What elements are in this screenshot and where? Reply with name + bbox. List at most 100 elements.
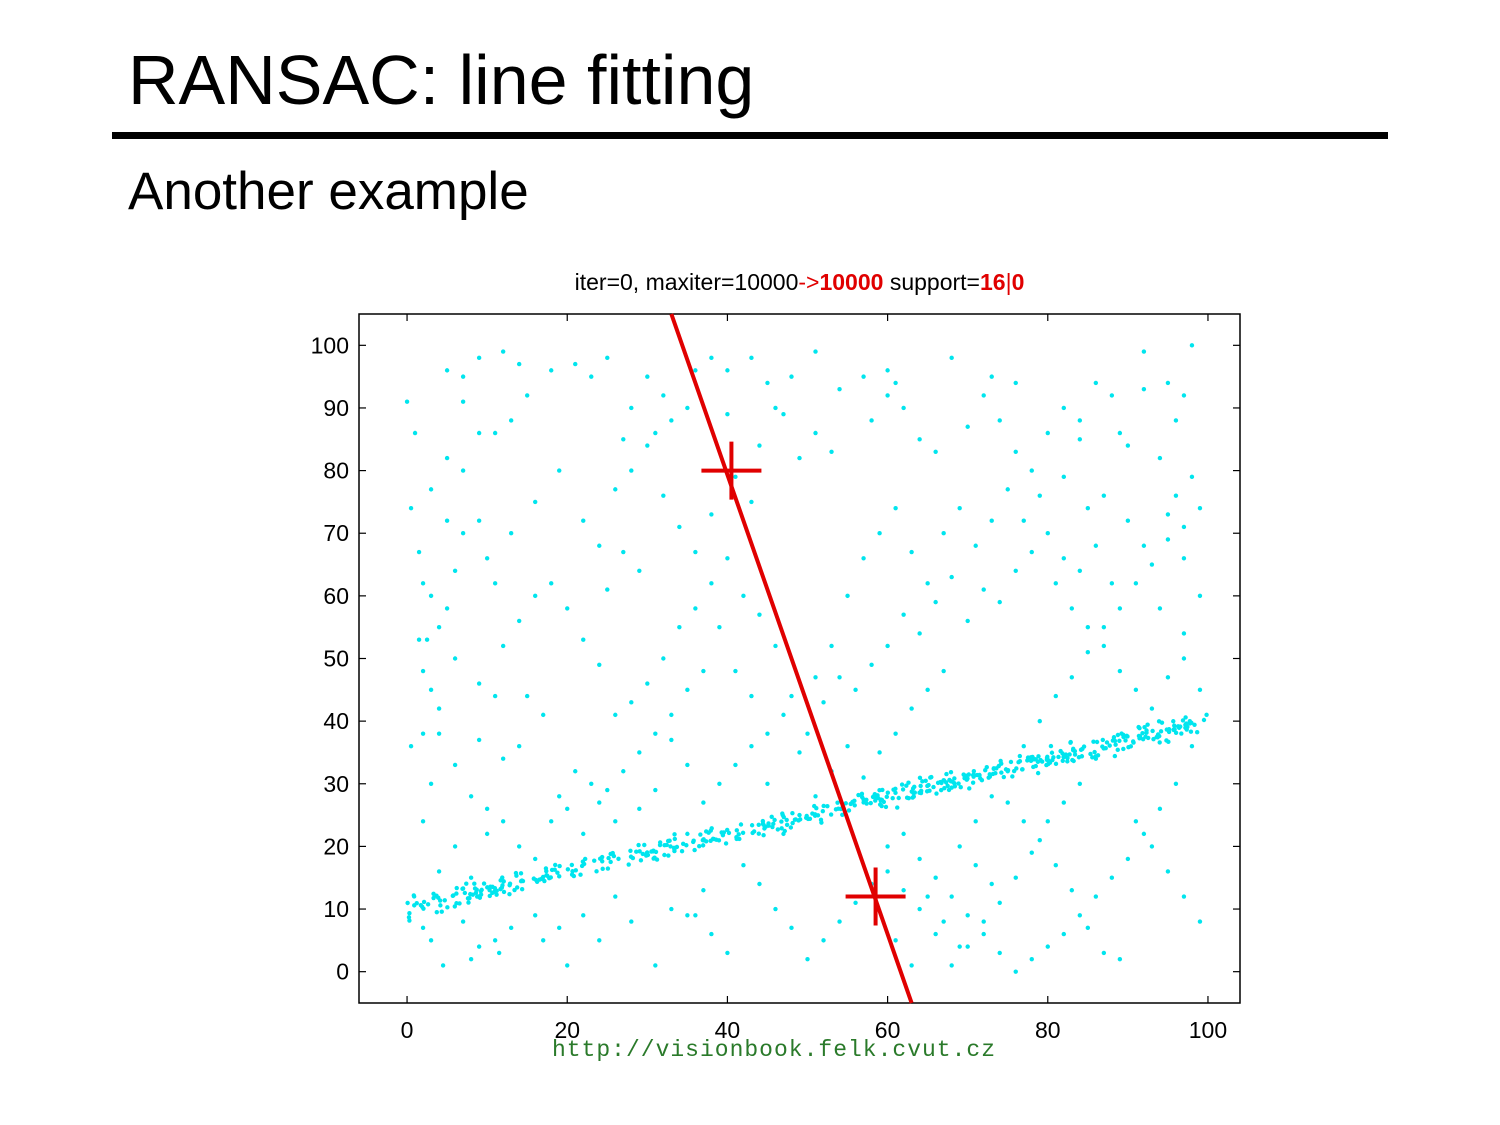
inlier-point: [543, 866, 549, 871]
outlier-point: [893, 380, 898, 386]
inlier-point: [814, 806, 819, 811]
inlier-point: [766, 823, 771, 828]
inlier-point: [1123, 738, 1128, 743]
y-tick-label: 60: [323, 583, 349, 609]
inlier-point: [946, 787, 952, 793]
outlier-point: [1197, 919, 1203, 924]
outlier-point: [653, 430, 658, 436]
inlier-point: [1172, 723, 1177, 728]
inlier-point: [840, 812, 845, 817]
outlier-point: [957, 505, 962, 511]
outlier-point: [476, 518, 482, 523]
inlier-point: [1008, 759, 1014, 765]
outlier-point: [973, 819, 978, 824]
inlier-point: [885, 790, 891, 795]
outlier-point: [837, 386, 842, 392]
inlier-point: [1063, 752, 1069, 757]
outlier-point: [1197, 505, 1203, 511]
y-tick-label: 50: [323, 646, 349, 672]
inlier-point: [467, 896, 472, 901]
outlier-point: [1085, 505, 1091, 511]
outlier-point: [452, 762, 458, 768]
inlier-point: [700, 838, 706, 843]
outlier-point: [1093, 380, 1099, 386]
inlier-point: [750, 830, 755, 836]
inlier-point: [472, 881, 477, 886]
inlier-point: [431, 891, 436, 896]
outlier-point: [428, 593, 434, 599]
inlier-point: [900, 787, 906, 792]
inlier-point: [1071, 758, 1076, 764]
inlier-point: [934, 791, 939, 796]
inlier-point: [952, 776, 957, 781]
inlier-point: [896, 795, 901, 801]
inlier-point: [581, 861, 587, 867]
inlier-point: [740, 830, 746, 835]
inlier-point: [904, 795, 910, 800]
inlier-point: [781, 814, 786, 820]
outlier-point: [901, 888, 906, 893]
inlier-point: [948, 779, 954, 784]
inlier-point: [1078, 747, 1084, 753]
outlier-point: [989, 518, 994, 523]
outlier-point: [933, 931, 938, 937]
inlier-point: [938, 779, 943, 785]
outlier-point: [1069, 606, 1075, 611]
chart-title-part: support=: [883, 269, 980, 295]
inlier-point: [597, 856, 603, 861]
y-tick-label: 90: [323, 395, 349, 421]
outlier-point: [1149, 706, 1155, 711]
inlier-point: [1090, 755, 1095, 760]
inlier-point: [818, 817, 824, 823]
inlier-point: [565, 867, 571, 872]
inlier-point: [481, 881, 487, 886]
outlier-point: [909, 549, 914, 555]
outlier-point: [989, 794, 994, 799]
inlier-point: [412, 903, 417, 908]
outlier-point: [428, 938, 434, 943]
outlier-point: [1037, 493, 1042, 498]
outlier-point: [484, 806, 490, 812]
inlier-point: [820, 808, 826, 814]
outlier-point: [957, 844, 962, 849]
inlier-point: [519, 887, 525, 892]
inlier-point: [899, 782, 905, 787]
inlier-point: [723, 841, 729, 846]
inlier-point: [1017, 753, 1023, 759]
inlier-point: [666, 853, 671, 858]
inlier-point: [534, 879, 540, 885]
outlier-point: [949, 355, 954, 361]
outlier-point: [444, 368, 450, 373]
outlier-point: [468, 875, 474, 880]
outlier-point: [444, 518, 450, 523]
outlier-point: [444, 455, 450, 461]
inlier-point: [967, 786, 972, 791]
inlier-point: [418, 903, 424, 908]
inlier-point: [1171, 719, 1176, 724]
outlier-point: [965, 618, 970, 624]
inlier-point: [948, 769, 954, 775]
outlier-point: [693, 913, 698, 918]
outlier-point: [500, 756, 506, 761]
inlier-point: [672, 848, 677, 854]
inlier-point: [796, 818, 801, 823]
outlier-point: [541, 712, 546, 718]
outlier-point: [1149, 562, 1155, 567]
outlier-point: [1021, 743, 1026, 749]
outlier-point: [997, 950, 1002, 956]
outlier-point: [917, 856, 922, 862]
outlier-point: [941, 668, 946, 674]
inlier-point: [1192, 722, 1197, 727]
outlier-point: [1133, 581, 1139, 586]
outlier-point: [989, 374, 994, 379]
inlier-point: [1150, 728, 1155, 734]
inlier-point: [479, 887, 484, 893]
inlier-point: [1183, 722, 1188, 727]
outlier-point: [837, 919, 842, 924]
outlier-point: [837, 675, 842, 680]
inlier-point: [923, 778, 928, 784]
inlier-point: [592, 858, 597, 863]
inlier-point: [1183, 715, 1188, 720]
outlier-point: [557, 794, 562, 799]
outlier-point: [420, 925, 426, 931]
